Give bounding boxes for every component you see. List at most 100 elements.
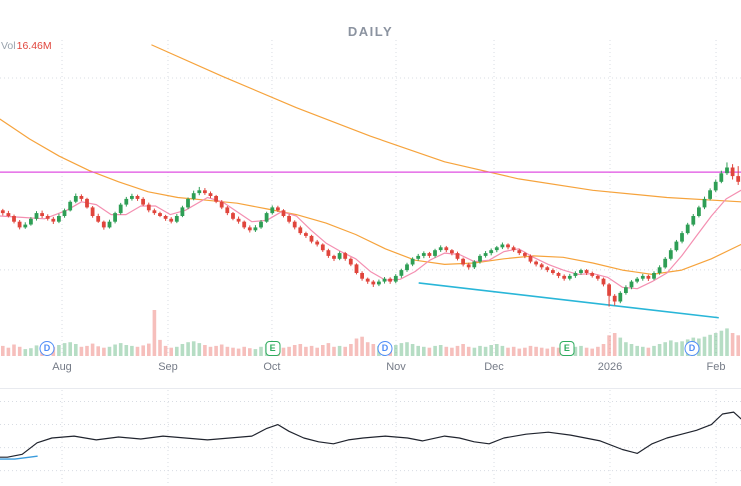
candle-body <box>433 250 437 256</box>
candle-body <box>702 198 707 208</box>
volume-bar <box>590 348 594 356</box>
candle-body <box>0 210 5 214</box>
panel-separator[interactable] <box>0 388 741 389</box>
volume-bar <box>169 347 173 356</box>
volume-bar <box>466 346 471 356</box>
volume-bar <box>635 345 639 356</box>
candle-body <box>219 201 224 208</box>
candle-body <box>584 270 589 273</box>
volume-bar <box>135 346 140 356</box>
volume-bar <box>461 344 465 356</box>
candle-body <box>697 207 701 216</box>
volume-bar <box>124 345 129 356</box>
volume-bar <box>141 345 145 356</box>
dividend-marker[interactable]: D <box>39 341 55 356</box>
volume-bar <box>113 344 117 356</box>
candle-body <box>90 207 95 216</box>
volume-bar <box>506 347 510 356</box>
candle-body <box>332 255 336 259</box>
candle-body <box>657 267 662 273</box>
volume-bar <box>433 345 437 356</box>
volume-bar <box>253 349 258 356</box>
earnings-marker[interactable]: E <box>559 341 575 356</box>
volume-bar <box>34 345 39 356</box>
volume-bar <box>180 344 185 356</box>
candle-body <box>506 244 510 248</box>
volume-bar <box>725 328 729 356</box>
candle-body <box>276 207 280 211</box>
volume-bar <box>399 343 404 356</box>
volume-bar <box>326 343 331 356</box>
volume-bar <box>674 342 679 356</box>
volume-bar <box>12 344 16 356</box>
volume-bar <box>186 342 190 356</box>
volume-bar <box>730 333 735 356</box>
candle-body <box>483 253 488 256</box>
volume-bar <box>242 346 246 356</box>
candle-body <box>427 253 432 256</box>
volume-bar <box>1 345 5 356</box>
earnings-marker[interactable]: E <box>265 341 281 356</box>
candle-body <box>590 273 595 276</box>
volume-bar <box>663 342 667 356</box>
volume-bar <box>79 346 84 356</box>
candle-body <box>101 221 106 228</box>
volume-bar <box>489 345 493 356</box>
candle-body <box>231 213 235 219</box>
candle-body <box>399 270 404 276</box>
candle-body <box>511 247 516 251</box>
volume-bar <box>646 347 651 356</box>
volume-bar <box>74 344 78 356</box>
candle-body <box>455 253 460 259</box>
candle-body <box>73 196 78 202</box>
candle-body <box>191 193 196 199</box>
volume-bar <box>551 346 555 356</box>
volume-bar <box>349 344 353 356</box>
candle-body <box>141 198 145 205</box>
candle-body <box>146 204 151 211</box>
volume-bar <box>624 342 628 356</box>
candle-body <box>68 201 73 211</box>
volume-bar <box>147 343 151 356</box>
candle-body <box>270 207 275 214</box>
volume-bar <box>304 346 308 356</box>
candle-body <box>551 270 555 273</box>
candle-body <box>618 292 623 302</box>
dividend-marker[interactable]: D <box>684 341 700 356</box>
volume-bar <box>444 346 449 356</box>
candle-body <box>421 253 426 256</box>
volume-bar <box>517 348 522 356</box>
dividend-marker[interactable]: D <box>377 341 393 356</box>
volume-bar <box>556 347 561 356</box>
volume-bar <box>203 345 207 356</box>
volume-bar <box>719 330 724 356</box>
volume-bar <box>584 347 589 356</box>
support-trendline[interactable] <box>418 282 719 319</box>
candle-body <box>450 250 454 254</box>
volume-bar <box>523 347 527 356</box>
candle-body <box>725 167 729 174</box>
volume-bar <box>163 345 168 356</box>
candle-body <box>337 253 342 259</box>
candle-body <box>40 213 44 216</box>
volume-bar <box>657 344 662 356</box>
candle-body <box>158 213 162 216</box>
candle-body <box>601 278 606 285</box>
candle-body <box>719 173 724 182</box>
volume-bar <box>298 344 303 356</box>
candle-body <box>253 227 258 231</box>
volume-bar <box>315 347 319 356</box>
volume-bar <box>90 343 95 356</box>
candle-body <box>685 224 690 234</box>
volume-bar <box>579 345 583 356</box>
candle-body <box>607 284 611 296</box>
candle-body <box>62 210 67 216</box>
candle-body <box>34 213 39 219</box>
volume-bar <box>68 342 72 356</box>
volume-bar <box>629 344 634 356</box>
candle-body <box>624 287 628 293</box>
volume-bar <box>371 344 376 356</box>
volume-bar <box>422 346 426 356</box>
